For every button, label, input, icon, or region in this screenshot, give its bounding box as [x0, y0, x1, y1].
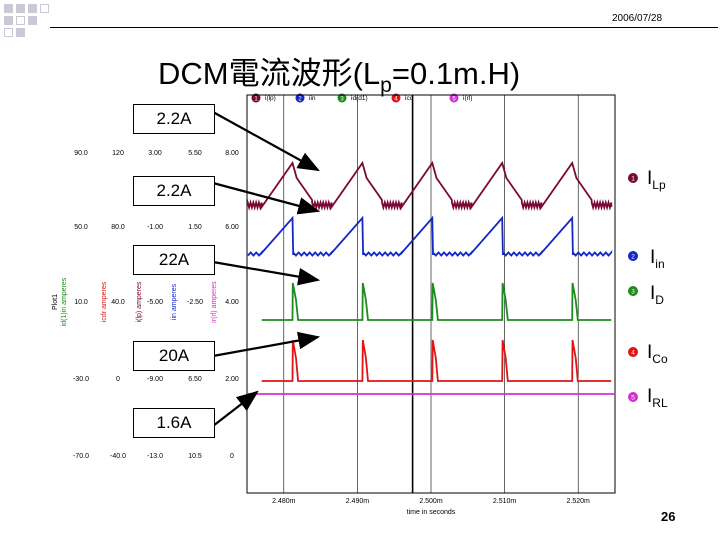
scale-value-4-4: 0: [230, 453, 234, 460]
trace-marker-4: [628, 347, 638, 357]
legend-label-5: i(rl): [463, 95, 472, 102]
callout-arrow-2: [212, 260, 321, 286]
trace-marker-2: [628, 251, 638, 261]
legend-number-1: 1: [254, 97, 258, 103]
x-tick-label-1: 2.490m: [346, 498, 370, 505]
scale-value-3-4: 2.00: [225, 376, 239, 383]
legend-label-3: id(d1): [351, 95, 368, 102]
callout-ilp: 2.2A: [133, 104, 215, 134]
scale-value-0-3: 5.50: [188, 150, 202, 157]
x-tick-label-0: 2.480m: [272, 498, 296, 505]
trace-marker-num-1: 1: [631, 176, 635, 183]
scale-value-2-3: -2.50: [187, 299, 203, 306]
scale-value-0-0: 90.0: [74, 150, 88, 157]
slide-date: 2006/07/28: [612, 13, 663, 24]
trace-marker-num-4: 4: [631, 350, 635, 357]
signal-label-id: ID: [650, 283, 664, 307]
header-rule: [50, 27, 718, 28]
trace-marker-1: [628, 173, 638, 183]
legend-number-3: 3: [340, 97, 344, 103]
callout-arrow-1: [212, 181, 321, 215]
scale-value-0-2: 3.00: [148, 150, 162, 157]
legend-label-2: iin: [309, 95, 316, 102]
scale-value-2-2: -5.00: [147, 299, 163, 306]
trace-iin: [247, 215, 613, 257]
x-tick-label-3: 2.510m: [493, 498, 517, 505]
signal-label-ico: ICo: [647, 342, 668, 366]
callout-iin: 2.2A: [133, 176, 215, 206]
axis-title-4: iin amperes: [171, 283, 178, 320]
scale-value-3-2: -9.00: [147, 376, 163, 383]
signal-label-ilp: ILp: [647, 168, 666, 192]
signal-label-irl: IRL: [647, 386, 668, 410]
callout-arrow-3: [212, 331, 321, 358]
scale-value-3-1: 0: [116, 376, 120, 383]
axis-title-0: Plot1: [52, 294, 59, 310]
title-subscript: p: [380, 74, 392, 97]
scale-value-1-2: -1.00: [147, 224, 163, 231]
trace-marker-num-5: 5: [631, 395, 635, 402]
callout-id: 22A: [133, 245, 215, 275]
trace-marker-num-2: 2: [631, 254, 635, 261]
axis-title-5: ir(rl) amperes: [211, 281, 218, 323]
legend-number-5: 5: [452, 97, 456, 103]
scale-value-3-0: -30.0: [73, 376, 89, 383]
legend-number-2: 2: [298, 97, 302, 103]
legend-marker-3: [337, 93, 347, 103]
legend-number-4: 4: [394, 97, 398, 103]
scale-value-2-4: 4.00: [225, 299, 239, 306]
scale-value-1-1: 80.0: [111, 224, 125, 231]
legend-label-1: i(lp): [265, 95, 276, 102]
callout-ico: 20A: [133, 341, 215, 371]
axis-title-3: i(lp) amperes: [136, 281, 143, 322]
callout-irl: 1.6A: [133, 408, 215, 438]
title-rest: =0.1m.H): [391, 56, 521, 91]
scale-value-1-4: 6.00: [225, 224, 239, 231]
legend-marker-1: [251, 93, 261, 103]
legend-label-4: ico: [405, 95, 414, 102]
scale-value-4-1: -40.0: [110, 453, 126, 460]
callout-arrow-4: [212, 390, 259, 427]
trace-marker-5: [628, 392, 638, 402]
scale-value-0-1: 120: [112, 150, 124, 157]
title-main: DCM電流波形(L: [158, 56, 381, 91]
callout-arrow-0: [212, 111, 320, 172]
x-axis-label: time in seconds: [407, 509, 456, 516]
scale-value-4-0: -70.0: [73, 453, 89, 460]
legend-marker-4: [391, 93, 401, 103]
scale-value-2-0: 10.0: [74, 299, 88, 306]
trace-marker-num-3: 3: [631, 289, 635, 296]
scale-value-4-2: -13.0: [147, 453, 163, 460]
page-number: 26: [661, 509, 676, 524]
legend-marker-5: [449, 93, 459, 103]
scale-value-3-3: 6.50: [188, 376, 202, 383]
x-tick-label-2: 2.500m: [419, 498, 443, 505]
trace-ilp: [247, 160, 613, 211]
scale-value-1-3: 1.50: [188, 224, 202, 231]
scale-value-0-4: 8.00: [225, 150, 239, 157]
trace-id: [261, 282, 612, 321]
axis-title-1: id(1)in amperes: [61, 277, 68, 326]
trace-marker-3: [628, 286, 638, 296]
scale-value-2-1: 40.0: [111, 299, 125, 306]
x-tick-label-4: 2.520m: [567, 498, 591, 505]
slide-title: DCM電流波形(Lp=0.1m.H): [158, 48, 521, 97]
signal-label-iin: Iin: [650, 247, 665, 271]
scale-value-4-3: 10.5: [188, 453, 202, 460]
axis-title-2: icdr amperes: [101, 281, 108, 322]
scale-value-1-0: 50.0: [74, 224, 88, 231]
trace-ico: [261, 339, 612, 382]
legend-marker-2: [295, 93, 305, 103]
